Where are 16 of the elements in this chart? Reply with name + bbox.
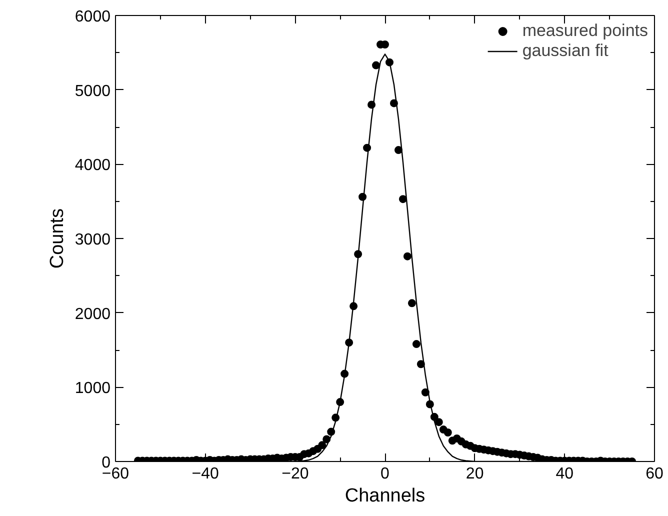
y-tick-label: 4000 [74, 157, 111, 174]
x-tick-label: 40 [556, 466, 574, 482]
legend-label: measured points [522, 21, 648, 41]
y-tick-label: 6000 [74, 8, 111, 26]
x-tick-label: 0 [380, 466, 390, 482]
x-tick-label: −40 [192, 466, 220, 482]
y-tick-label: 5000 [74, 82, 111, 100]
y-tick-label: 2000 [74, 306, 111, 323]
x-axis-title: Channels [344, 486, 426, 506]
x-tick-label: 60 [646, 466, 664, 482]
legend-label: gaussian fit [522, 41, 608, 61]
x-tick-label: −20 [282, 466, 309, 482]
x-tick-label: 20 [466, 466, 484, 482]
y-tick-label: 3000 [74, 232, 111, 248]
y-tick-label: 1000 [74, 380, 111, 398]
y-axis-title: Counts [46, 208, 68, 269]
